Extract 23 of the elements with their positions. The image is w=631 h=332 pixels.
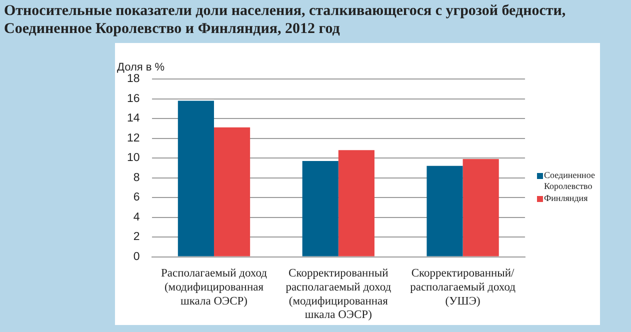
y-tick-label: 6 [133,192,140,204]
bar [178,100,214,256]
x-tick-label: Скорректированный/ располагаемый доход (УШЭ) [410,268,516,308]
y-tick-label: 0 [133,250,140,263]
y-tick-label: 10 [126,152,140,164]
bar [426,166,463,256]
x-tick-label: Скорректированный располагаемый доход (модифицированная шкала ОЭСР) [286,268,392,322]
y-tick-label: 2 [133,231,140,244]
y-tick-label: 16 [126,92,140,105]
legend-label: Финляндия [544,193,588,204]
bar [214,127,250,256]
y-tick-label: 4 [133,211,140,224]
bar [338,150,374,256]
y-tick-label: 14 [126,112,140,125]
y-tick-label: 18 [126,73,140,86]
y-tick-label: 8 [133,172,140,184]
bar [462,159,499,256]
x-tick-label: Располагаемый доход (модифицированная шкала ОЭСР) [160,268,268,308]
legend-label: Соединенное Королевство [544,170,596,192]
chart-title: Относительные показатели доли населения, сталкивающегося с угрозой бедности, Соединенное Королевство и Финляндия, 2012 год [4,2,567,38]
y-tick-label: 12 [126,132,140,144]
y-axis-title: Доля в % [117,62,165,74]
bar [302,160,338,256]
